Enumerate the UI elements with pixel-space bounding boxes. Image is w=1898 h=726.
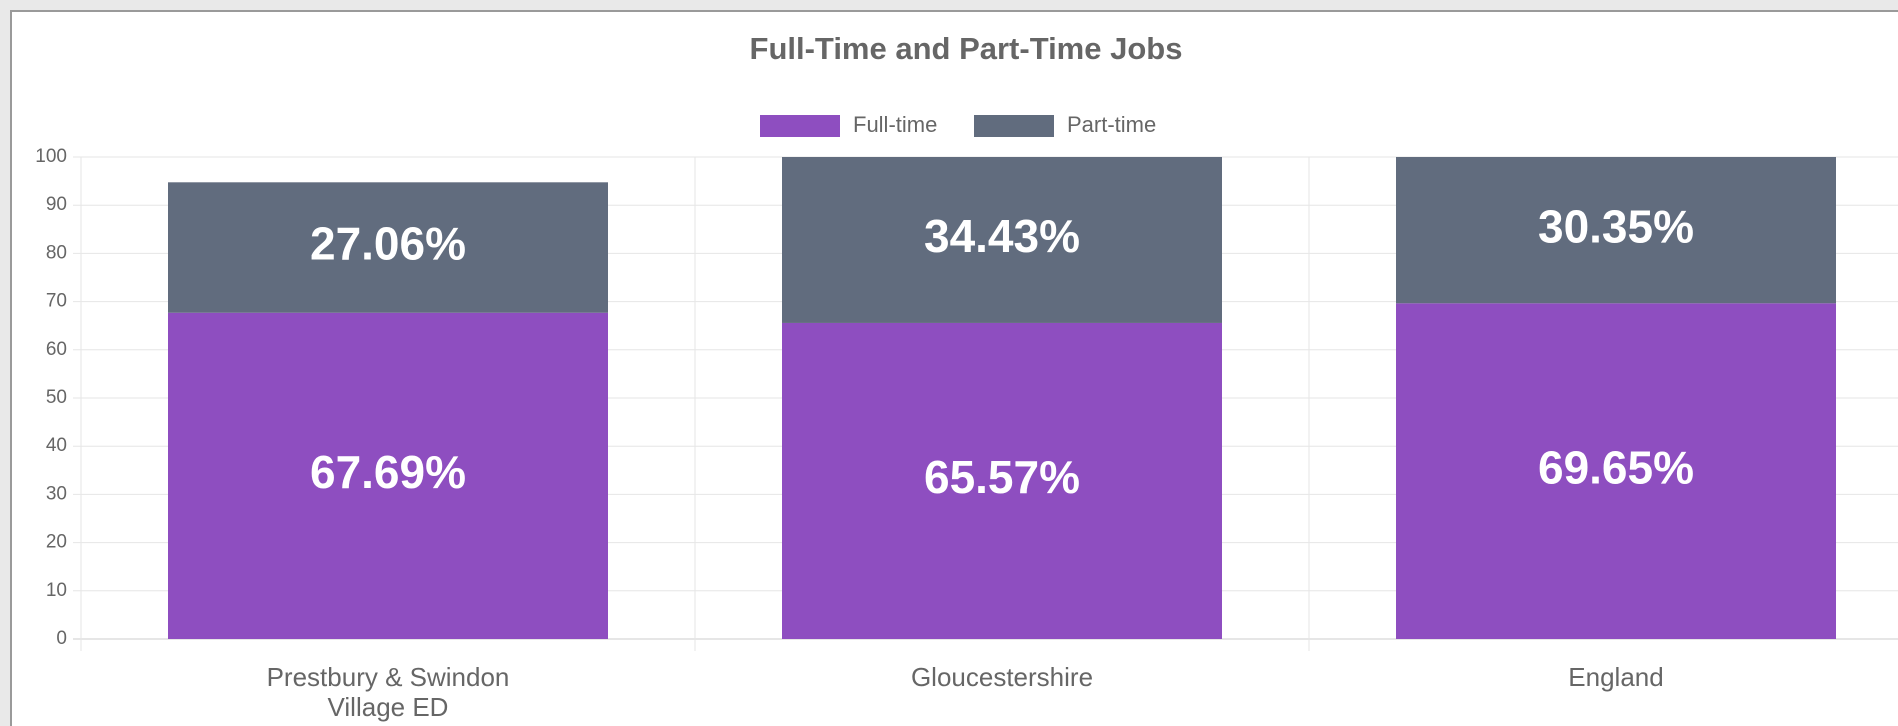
legend-label: Part-time [1067,112,1156,137]
bar-segment [1396,157,1836,304]
x-tick-label: England [1568,662,1663,692]
y-tick-label: 60 [46,339,67,360]
data-label: 34.43% [924,210,1080,262]
data-label: 65.57% [924,451,1080,503]
y-tick-label: 10 [46,580,67,601]
x-tick-label: Gloucestershire [911,662,1093,692]
y-tick-label: 30 [46,483,67,504]
y-tick-label: 70 [46,291,67,312]
bar-segment [782,322,1222,639]
y-tick-label: 100 [35,146,67,167]
chart-title: Full-Time and Part-Time Jobs [750,31,1183,66]
data-label: 27.06% [310,218,466,270]
data-label: 30.35% [1538,200,1694,252]
x-tick-label: Prestbury & Swindon [267,662,510,692]
bar-segment [168,182,608,313]
bar-segment [782,157,1222,323]
y-tick-label: 80 [46,242,67,263]
y-tick-label: 40 [46,435,67,456]
y-tick-label: 20 [46,532,67,553]
data-label: 67.69% [310,446,466,498]
legend-swatch [760,115,840,137]
y-tick-label: 0 [56,628,67,649]
data-label: 69.65% [1538,441,1694,493]
legend-swatch [974,115,1054,137]
bar-segment [1396,303,1836,639]
bar-segment [168,312,608,639]
legend-label: Full-time [853,112,937,137]
y-tick-label: 90 [46,194,67,215]
y-tick-label: 50 [46,387,67,408]
x-tick-label: Village ED [328,692,449,722]
